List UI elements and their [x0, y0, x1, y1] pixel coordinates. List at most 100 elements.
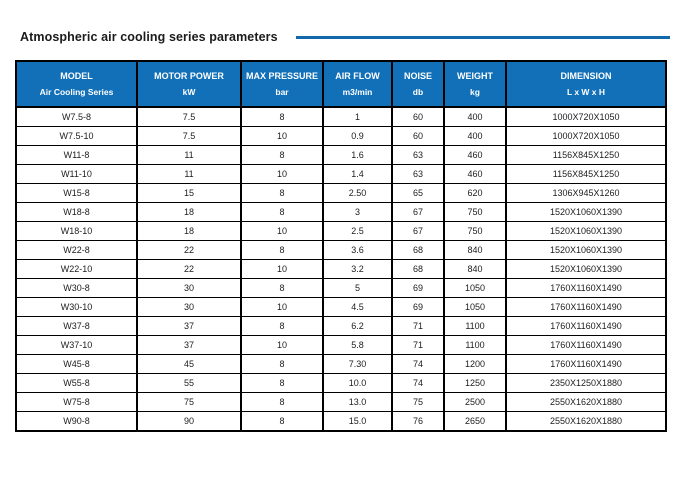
- table-cell: 750: [443, 221, 507, 241]
- table-row: W11-10 11 10 1.4 63 460 1156X845X1250: [15, 164, 667, 184]
- table-cell: 7.30: [322, 354, 393, 374]
- table-cell: 1520X1060X1390: [505, 259, 667, 279]
- table-cell: 15: [136, 183, 242, 203]
- column-label: AIR FLOW: [335, 70, 380, 81]
- table-cell: W18-10: [15, 221, 138, 241]
- table-cell: 5: [322, 278, 393, 298]
- table-cell: 22: [136, 259, 242, 279]
- table-cell: 1760X1160X1490: [505, 335, 667, 355]
- table-cell: 10: [240, 164, 324, 184]
- table-cell: 1760X1160X1490: [505, 297, 667, 317]
- table-cell: W90-8: [15, 411, 138, 432]
- column-header-air-flow: AIR FLOW m3/min: [322, 61, 393, 108]
- table-cell: 400: [443, 126, 507, 146]
- column-label: DIMENSION: [560, 70, 612, 81]
- table-cell: 6.2: [322, 316, 393, 336]
- table-cell: W11-8: [15, 145, 138, 165]
- column-header-noise: NOISE db: [391, 61, 445, 108]
- table-cell: W37-8: [15, 316, 138, 336]
- table-cell: 1050: [443, 297, 507, 317]
- table-row: W75-8 75 8 13.0 75 2500 2550X1620X1880: [15, 392, 667, 412]
- table-cell: 2.50: [322, 183, 393, 203]
- table-cell: 74: [391, 373, 445, 393]
- table-cell: 840: [443, 259, 507, 279]
- table-cell: 60: [391, 126, 445, 146]
- table-row: W7.5-10 7.5 10 0.9 60 400 1000X720X1050: [15, 126, 667, 146]
- table-cell: 8: [240, 392, 324, 412]
- table-cell: 60: [391, 106, 445, 127]
- table-cell: 90: [136, 411, 242, 432]
- table-cell: 71: [391, 316, 445, 336]
- column-header-weight: WEIGHT kg: [443, 61, 507, 108]
- table-cell: 10: [240, 259, 324, 279]
- table-cell: 13.0: [322, 392, 393, 412]
- table-cell: 750: [443, 202, 507, 222]
- table-cell: 67: [391, 221, 445, 241]
- table-cell: 5.8: [322, 335, 393, 355]
- table-cell: 8: [240, 202, 324, 222]
- title-rule: [295, 35, 670, 39]
- table-cell: 22: [136, 240, 242, 260]
- table-cell: 1000X720X1050: [505, 106, 667, 127]
- table-cell: 8: [240, 316, 324, 336]
- table-row: W22-10 22 10 3.2 68 840 1520X1060X1390: [15, 259, 667, 279]
- column-header-model: MODEL Air Cooling Series: [15, 61, 138, 108]
- column-unit: db: [412, 86, 424, 97]
- table-cell: 1.6: [322, 145, 393, 165]
- column-unit: kW: [182, 86, 196, 97]
- table-cell: W75-8: [15, 392, 138, 412]
- table-cell: 30: [136, 297, 242, 317]
- column-unit: L x W x H: [566, 86, 606, 97]
- table-cell: 18: [136, 202, 242, 222]
- table-cell: 1760X1160X1490: [505, 316, 667, 336]
- table-cell: 1: [322, 106, 393, 127]
- column-header-max-pressure: MAX PRESSURE bar: [240, 61, 324, 108]
- table-cell: 1100: [443, 316, 507, 336]
- page-header: Atmospheric air cooling series parameter…: [20, 30, 670, 44]
- table-cell: 620: [443, 183, 507, 203]
- page-title: Atmospheric air cooling series parameter…: [20, 30, 278, 44]
- table-cell: 1520X1060X1390: [505, 240, 667, 260]
- table-row: W37-10 37 10 5.8 71 1100 1760X1160X1490: [15, 335, 667, 355]
- column-label: MAX PRESSURE: [245, 70, 318, 81]
- table-cell: 2550X1620X1880: [505, 392, 667, 412]
- table-cell: W55-8: [15, 373, 138, 393]
- table-cell: 1000X720X1050: [505, 126, 667, 146]
- table-row: W55-8 55 8 10.0 74 1250 2350X1250X1880: [15, 373, 667, 393]
- table-cell: W30-10: [15, 297, 138, 317]
- table-cell: 8: [240, 373, 324, 393]
- table-cell: 63: [391, 164, 445, 184]
- table-cell: W11-10: [15, 164, 138, 184]
- table-cell: W45-8: [15, 354, 138, 374]
- table-row: W90-8 90 8 15.0 76 2650 2550X1620X1880: [15, 411, 667, 432]
- table-cell: 69: [391, 278, 445, 298]
- table-cell: 400: [443, 106, 507, 127]
- table-cell: 1520X1060X1390: [505, 221, 667, 241]
- column-label: MODEL: [60, 70, 93, 81]
- table-cell: 10: [240, 221, 324, 241]
- column-unit: m3/min: [342, 86, 373, 97]
- table-cell: 65: [391, 183, 445, 203]
- table-cell: 2650: [443, 411, 507, 432]
- table-cell: 15.0: [322, 411, 393, 432]
- table-cell: 1760X1160X1490: [505, 354, 667, 374]
- table-cell: 37: [136, 316, 242, 336]
- table-cell: 45: [136, 354, 242, 374]
- table-body: W7.5-8 7.5 8 1 60 400 1000X720X1050 W7.5-10 7.5 1…: [15, 106, 667, 432]
- parameters-table: MODEL Air Cooling Series MOTOR POWER kW …: [15, 60, 667, 432]
- table-row: W37-8 37 8 6.2 71 1100 1760X1160X1490: [15, 316, 667, 336]
- table-cell: 3.2: [322, 259, 393, 279]
- table-cell: 76: [391, 411, 445, 432]
- table-cell: 8: [240, 354, 324, 374]
- table-cell: 55: [136, 373, 242, 393]
- table-cell: 10.0: [322, 373, 393, 393]
- table-cell: 8: [240, 411, 324, 432]
- table-cell: 3: [322, 202, 393, 222]
- table-cell: 460: [443, 145, 507, 165]
- table-cell: 69: [391, 297, 445, 317]
- table-cell: 7.5: [136, 106, 242, 127]
- table-cell: 8: [240, 145, 324, 165]
- table-cell: 8: [240, 106, 324, 127]
- table-cell: W7.5-10: [15, 126, 138, 146]
- table-row: W18-8 18 8 3 67 750 1520X1060X1390: [15, 202, 667, 222]
